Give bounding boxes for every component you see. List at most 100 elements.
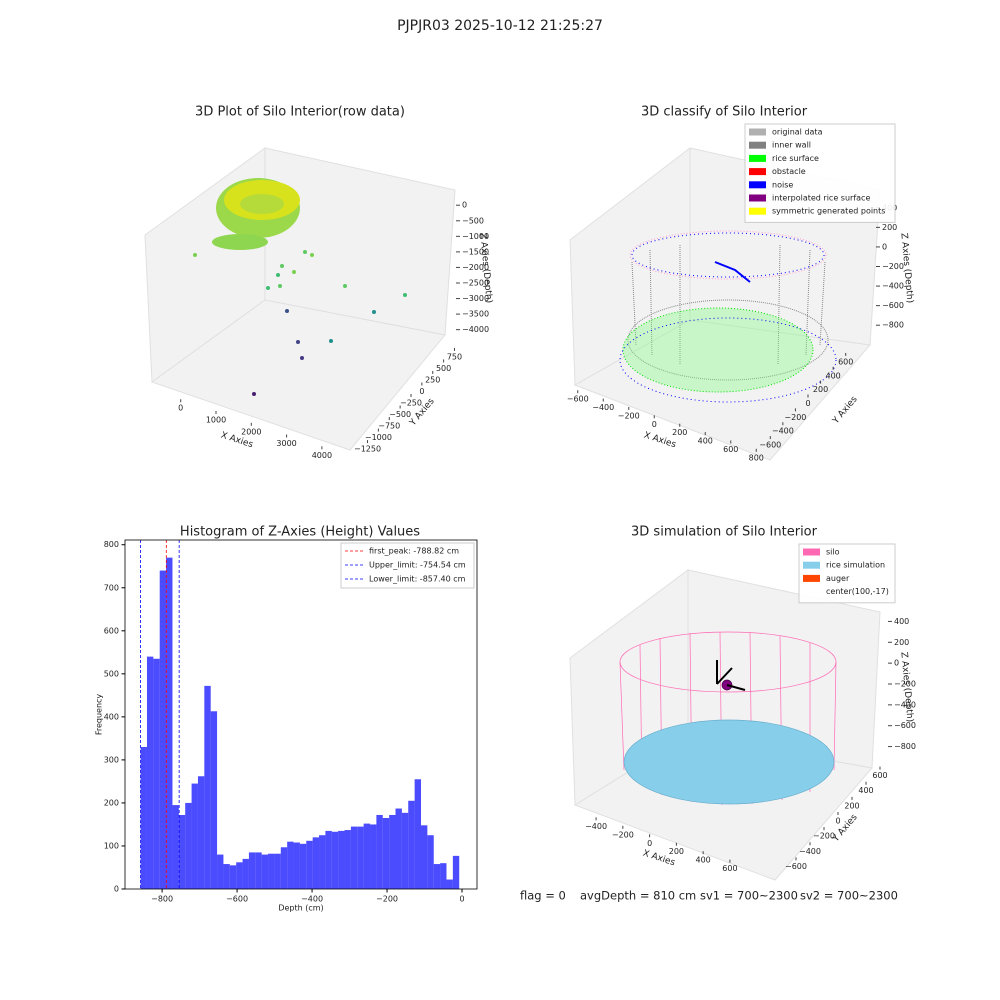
x-tick-label: −600 [226,895,248,904]
bar [427,835,434,889]
legend-label: rice simulation [826,561,885,570]
x-tick-label: 0 [652,420,657,429]
y-tick-label: 0 [419,387,424,396]
y-tick-label: 200 [104,798,119,807]
bar [217,854,224,889]
legend-box [340,542,475,589]
x-tick-label: 800 [749,453,764,462]
x-tick-label: −400 [592,403,614,412]
bar [255,852,262,889]
bar [344,830,351,889]
z-tick-label: −3500 [462,310,489,319]
legend-label: symmetric generated points [772,207,885,216]
legend-swatch [803,574,820,582]
x-tick-label: 200 [669,847,684,856]
legend-swatch [803,548,820,556]
y-tick-label: −400 [772,427,794,436]
x-tick-label: 0 [459,895,464,904]
x-tick-label: −600 [567,395,589,404]
x-tick-label: −800 [151,895,173,904]
y-tick-label: −500 [389,410,411,419]
bar [357,826,364,889]
bar [210,711,218,889]
bar [153,658,160,889]
y-tick-label: 0 [835,817,840,826]
x-tick-label: 600 [723,445,738,454]
legend-label: Lower_limit: -857.40 cm [369,575,466,584]
y-tick-label: 300 [104,755,119,764]
z-tick-label: −4000 [462,325,489,334]
bar [268,853,275,889]
footer-text: avgDepth = 810 cm [580,889,696,903]
y-tick-label: 100 [104,841,119,850]
y-tick-label: 500 [104,669,119,678]
bar [408,800,415,889]
figure-title: PJPJR03 2025-10-12 21:25:27 [397,18,603,34]
bar [338,830,345,889]
bar [293,842,300,889]
bar [261,854,269,889]
bar [433,864,441,889]
x-axis-label: Depth (cm) [278,904,323,913]
x-tick-label: 3000 [276,439,296,448]
z-tick-label: −600 [894,721,916,730]
bar [401,812,409,889]
legend-label: interpolated rice surface [772,194,870,203]
chart-title: Histogram of Z-Axies (Height) Values [180,525,420,540]
y-tick-label: −400 [799,847,821,856]
y-tick-label: −200 [813,832,835,841]
bar [178,814,186,889]
bar [166,557,173,889]
bar [146,656,154,889]
z-tick-label: −600 [882,301,904,310]
legend-label: noise [772,180,793,189]
bar [446,879,453,889]
bar [280,847,288,889]
bar [325,830,332,889]
bar [363,823,371,889]
z-tick-label: 200 [894,638,909,647]
y-tick-label: −250 [400,399,422,408]
bar [287,841,294,889]
legend-swatch [749,141,766,149]
bar [306,840,313,889]
legend-label: auger [826,574,850,583]
x-tick-label: 2000 [241,427,261,436]
x-tick-label: 400 [698,437,713,446]
y-tick-label: 500 [436,364,451,373]
y-tick-label: 600 [838,357,853,366]
y-tick-label: −750 [378,422,400,431]
bar [440,863,447,889]
bar [389,814,396,889]
y-tick-label: 400 [826,371,841,380]
x-tick-label: −200 [376,895,398,904]
bar [370,824,377,889]
y-tick-label: 200 [813,385,828,394]
bar [420,825,428,889]
z-tick-label: −200 [894,680,916,689]
bar [140,746,147,889]
x-tick-label: 600 [722,864,737,873]
z-tick-label: 400 [894,617,909,626]
x-tick-label: 400 [696,856,711,865]
footer-text: sv1 = 700~2300 [700,889,798,903]
legend-swatch [803,588,820,596]
x-tick-label: 1000 [206,416,226,425]
y-tick-label: −1000 [365,433,392,442]
y-tick-label: −600 [785,862,807,871]
bar [159,570,167,889]
legend-swatch [749,128,766,136]
x-tick-label: 0 [178,404,183,413]
y-tick-label: 600 [104,626,119,635]
legend-label: obstacle [772,167,806,176]
z-tick-label: −3000 [462,294,489,303]
x-tick-label: −200 [612,830,634,839]
y-tick-label: 0 [114,885,119,894]
y-tick-label: 200 [844,801,859,810]
legend-label: silo [826,548,840,557]
z-tick-label: 0 [882,242,887,251]
bar [185,802,192,889]
bar [197,776,205,889]
z-tick-label: −1500 [462,247,489,256]
